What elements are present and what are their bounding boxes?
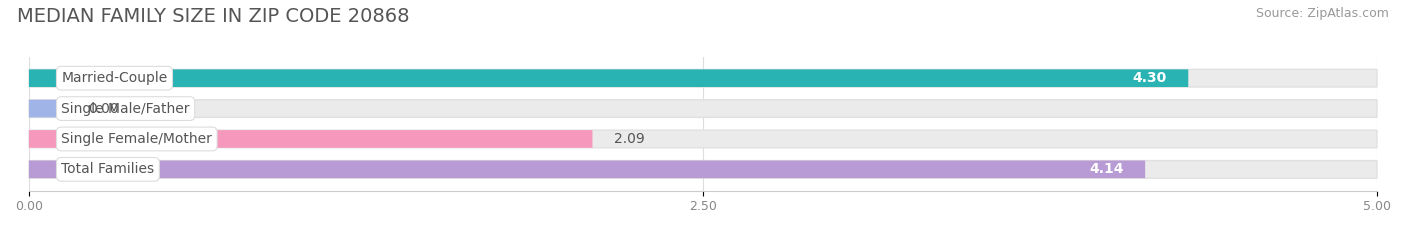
Text: Married-Couple: Married-Couple (62, 71, 167, 85)
Text: 0.00: 0.00 (89, 102, 120, 116)
FancyBboxPatch shape (30, 69, 1188, 87)
FancyBboxPatch shape (30, 161, 1144, 178)
Text: 4.30: 4.30 (1132, 71, 1167, 85)
FancyBboxPatch shape (30, 130, 592, 148)
Text: Source: ZipAtlas.com: Source: ZipAtlas.com (1256, 7, 1389, 20)
FancyBboxPatch shape (30, 69, 1376, 87)
FancyBboxPatch shape (30, 161, 1376, 178)
Text: 4.14: 4.14 (1090, 162, 1123, 176)
FancyBboxPatch shape (30, 130, 1376, 148)
Text: 2.09: 2.09 (614, 132, 645, 146)
Text: Single Female/Mother: Single Female/Mother (62, 132, 212, 146)
Text: Single Male/Father: Single Male/Father (62, 102, 190, 116)
Text: Total Families: Total Families (62, 162, 155, 176)
FancyBboxPatch shape (30, 100, 1376, 117)
Text: MEDIAN FAMILY SIZE IN ZIP CODE 20868: MEDIAN FAMILY SIZE IN ZIP CODE 20868 (17, 7, 409, 26)
FancyBboxPatch shape (30, 100, 77, 117)
